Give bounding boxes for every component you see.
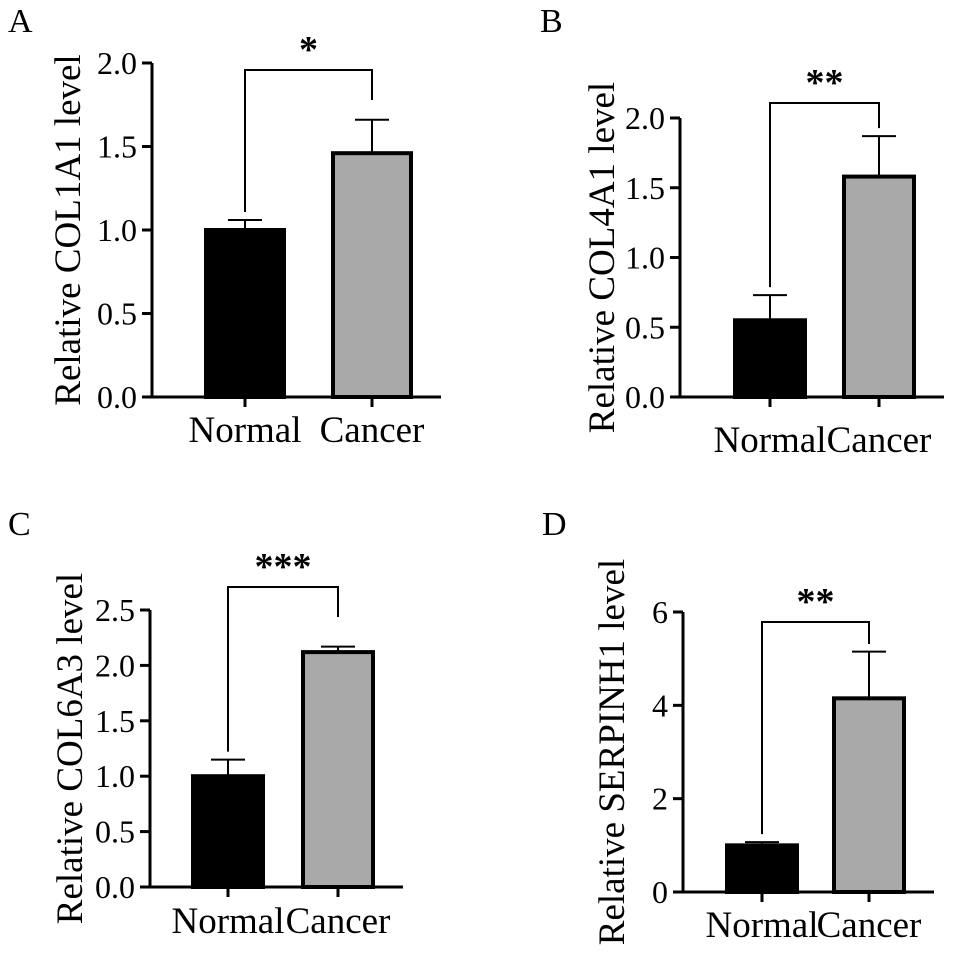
- significance-label: ***: [255, 546, 312, 588]
- y-tick-label: 2.0: [625, 100, 665, 136]
- panel-label: B: [540, 3, 563, 40]
- bar-cancer: [331, 151, 413, 399]
- x-tick-label: Cancer: [286, 901, 391, 942]
- panel-label: A: [8, 3, 33, 40]
- y-axis-title: Relative COL6A3 level: [50, 573, 91, 924]
- panel-label: D: [542, 506, 567, 543]
- y-tick-label: 0.5: [625, 309, 665, 345]
- bar-normal: [191, 774, 265, 890]
- panel-label: C: [8, 506, 31, 543]
- y-tick-label: 2.0: [95, 647, 135, 683]
- chart-panel-b: B Relative COL4A1 level 0.0 0.5 1.0 1.5 2.0 Nor…: [540, 3, 944, 461]
- significance-label: **: [797, 581, 835, 623]
- y-tick-label: 2: [652, 781, 668, 817]
- significance-label: **: [806, 62, 844, 104]
- y-tick-label: 0.5: [97, 296, 137, 332]
- y-tick-label: 1.0: [95, 758, 135, 794]
- significance-bracket: [244, 69, 373, 212]
- y-tick-label: 2.5: [95, 592, 135, 628]
- significance-label: *: [299, 29, 318, 71]
- y-axis-title: Relative COL1A1 level: [48, 54, 89, 405]
- x-tick-label: Normal: [705, 905, 818, 946]
- y-tick-label: 0.5: [95, 814, 135, 850]
- y-tick-label: 0.0: [95, 869, 135, 905]
- y-tick-label: 0.0: [97, 379, 137, 415]
- x-tick-label: Normal: [713, 420, 826, 461]
- bar-cancer: [842, 174, 916, 399]
- chart-panel-c: C Relative COL6A3 level 0.0 0.5 1.0 1.5 2.0 2.5…: [8, 506, 403, 942]
- y-tick-label: 1.5: [625, 170, 665, 206]
- y-axis-title: Relative SERPINH1 level: [592, 559, 633, 945]
- y-tick-label: 1.0: [97, 212, 137, 248]
- significance-bracket: [227, 586, 339, 752]
- y-tick-label: 0.0: [625, 379, 665, 415]
- chart-panel-a: A Relative COL1A1 level 0.0 0.5 1.0 1.5 2.0 Nor…: [8, 3, 441, 451]
- bar-cancer: [832, 696, 906, 894]
- x-tick-label: Normal: [188, 410, 301, 451]
- bar-normal: [204, 228, 286, 399]
- chart-panel-d: D Relative SERPINH1 level 0 2 4 6 NormalCancer…: [542, 506, 934, 946]
- y-tick-label: 1.5: [97, 129, 137, 165]
- y-tick-label: 1.5: [95, 703, 135, 739]
- y-tick-label: 0: [652, 874, 668, 910]
- y-tick-label: 2.0: [97, 45, 137, 81]
- bar-cancer: [301, 650, 375, 889]
- x-tick-label: Normal: [171, 901, 284, 942]
- bar-normal: [725, 843, 799, 894]
- x-tick-label: Cancer: [817, 905, 922, 946]
- significance-bracket: [761, 621, 870, 835]
- y-tick-label: 4: [652, 687, 668, 723]
- y-tick-label: 1.0: [625, 240, 665, 276]
- x-tick-label: Cancer: [320, 410, 425, 451]
- x-tick-label: Cancer: [827, 420, 932, 461]
- y-axis-title: Relative COL4A1 level: [582, 82, 623, 433]
- bar-normal: [733, 318, 807, 399]
- y-tick-label: 6: [652, 594, 668, 630]
- significance-bracket: [769, 102, 880, 288]
